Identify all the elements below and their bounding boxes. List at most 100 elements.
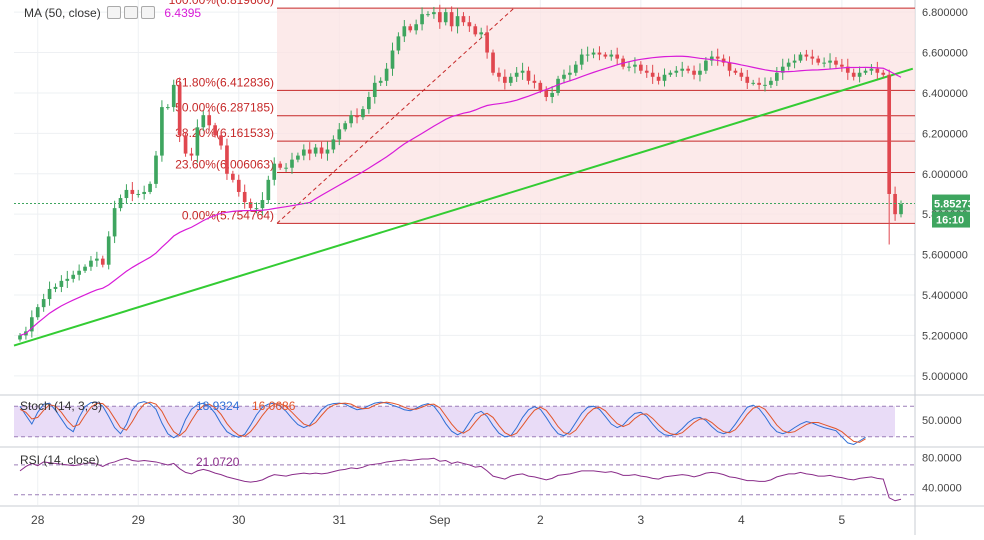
- candle-body: [59, 280, 64, 287]
- candle-body: [213, 125, 217, 136]
- candle-body: [662, 74, 667, 81]
- candle-body: [396, 36, 401, 51]
- stoch-d-value: 16.0686: [252, 399, 296, 413]
- candle-body: [887, 74, 892, 194]
- candle-body: [786, 62, 791, 67]
- candle-body: [390, 50, 395, 69]
- candle-body: [656, 76, 661, 81]
- candle-body: [455, 16, 460, 27]
- rsi-panel: RSI (14, close) 21.0720 80.0000 40.0000: [14, 452, 962, 502]
- candle-body: [414, 24, 418, 31]
- candle-body: [313, 147, 318, 154]
- candle-body: [248, 202, 253, 209]
- candle-body: [384, 68, 389, 81]
- fib-anchor-line: [276, 7, 515, 224]
- candle-body: [367, 96, 371, 110]
- stoch-panel: Stoch (14, 3, 3) 18.9324 16.0686 50.0000: [14, 399, 962, 445]
- candle-body: [491, 52, 495, 73]
- candle-body: [420, 14, 424, 25]
- candle-body: [296, 155, 300, 160]
- candle-body: [473, 26, 478, 35]
- stoch-label: Stoch (14, 3, 3): [20, 399, 102, 413]
- candle-body: [591, 52, 596, 55]
- trend-line: [13, 67, 914, 347]
- candle-body: [53, 286, 58, 289]
- candle-body: [426, 14, 430, 16]
- candle-body: [124, 189, 129, 199]
- candle-body: [503, 76, 507, 83]
- candle-body: [449, 12, 454, 27]
- candle-body: [751, 82, 756, 84]
- candle-body: [260, 200, 265, 209]
- candle-body: [644, 70, 649, 73]
- candle-body: [709, 56, 714, 61]
- candle-body: [798, 54, 803, 61]
- candle-body: [609, 54, 614, 57]
- candle-body: [343, 123, 348, 130]
- candle-body: [845, 66, 850, 73]
- candle-body: [816, 58, 821, 63]
- price-tick-label: 6.800000: [922, 7, 968, 19]
- eye-icon[interactable]: [107, 6, 122, 19]
- candle-body: [828, 60, 832, 63]
- candle-body: [171, 84, 176, 108]
- fib-level-label: 50.00%(6.287185): [175, 101, 274, 115]
- candle-body: [408, 26, 413, 31]
- candle-body: [177, 84, 182, 136]
- candle-body: [674, 70, 679, 73]
- candle-body: [225, 145, 229, 174]
- time-tick-label: 2: [537, 513, 544, 527]
- candle-body: [875, 68, 880, 73]
- price-tick-label: 6.400000: [922, 88, 968, 100]
- candle-body: [201, 115, 206, 128]
- candle-body: [769, 80, 773, 85]
- candle-body: [739, 72, 744, 77]
- candle-body: [106, 236, 111, 265]
- candle-body: [432, 12, 436, 15]
- time-tick-label: 29: [132, 513, 146, 527]
- candle-body: [112, 208, 117, 237]
- stoch-k-value: 18.9324: [196, 399, 240, 413]
- candle-body: [573, 64, 578, 73]
- candle-body: [136, 193, 141, 195]
- candle-body: [130, 189, 135, 194]
- fib-level-label: 38.20%(6.161533): [175, 126, 274, 140]
- candle-body: [231, 173, 235, 180]
- candle-body: [627, 66, 631, 68]
- moving-average: [19, 55, 902, 336]
- candle-body: [195, 127, 200, 156]
- candle-body: [207, 115, 212, 126]
- candle-body: [869, 68, 874, 71]
- candle-body: [160, 107, 164, 156]
- candle-body: [556, 78, 560, 93]
- time-tick-label: 30: [232, 513, 246, 527]
- candle-body: [899, 204, 903, 215]
- candle-body: [532, 80, 537, 83]
- candle-body: [810, 56, 815, 59]
- price-tick-label: 5.400000: [922, 290, 968, 302]
- candle-body: [278, 163, 282, 168]
- stoch-k-line: [19, 401, 866, 445]
- price-tick-label: 6.000000: [922, 169, 968, 181]
- candle-body: [639, 64, 643, 71]
- gear-icon[interactable]: [124, 6, 139, 19]
- stoch-level-label: 50.0000: [922, 415, 962, 427]
- time-tick-label: Sep: [429, 513, 451, 527]
- stoch-band: [14, 406, 895, 437]
- rsi-label: RSI (14, close): [20, 453, 99, 467]
- candle-body: [71, 274, 76, 279]
- candle-body: [77, 270, 81, 275]
- candle-body: [89, 260, 93, 267]
- candle-body: [508, 76, 513, 83]
- candle-body: [325, 149, 330, 154]
- time-tick-label: 31: [333, 513, 347, 527]
- candle-body: [721, 58, 726, 63]
- candle-body: [698, 70, 702, 75]
- candle-body: [757, 82, 761, 85]
- close-icon[interactable]: [141, 6, 156, 19]
- candle-body: [219, 135, 223, 146]
- time-tick-label: 4: [738, 513, 745, 527]
- candle-body: [242, 191, 247, 203]
